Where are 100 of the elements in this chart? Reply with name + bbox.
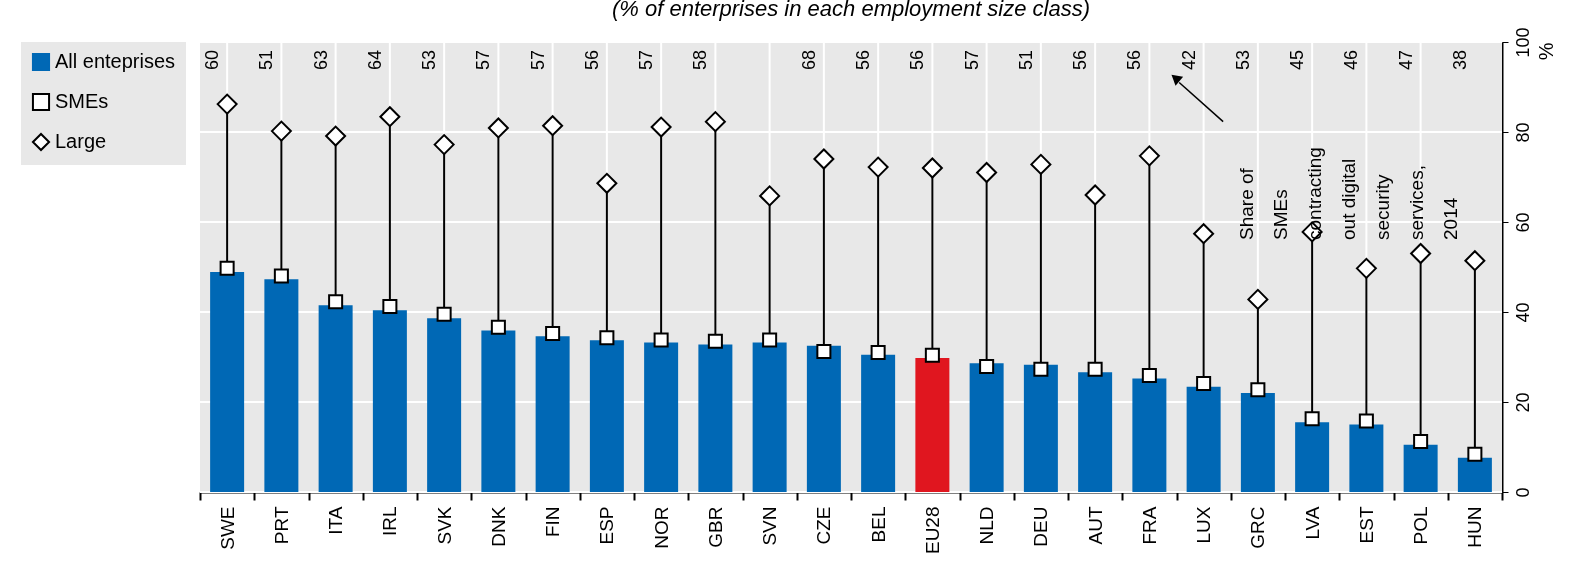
point: [1355, 257, 1377, 279]
point: [1196, 376, 1212, 392]
annotation: 64: [364, 49, 385, 70]
x-tick-label: HUN: [1464, 506, 1486, 548]
bar: [752, 342, 787, 492]
point: [270, 120, 292, 142]
point: [1087, 361, 1103, 377]
x-tick-label: DNK: [487, 506, 509, 547]
annotation: 63: [310, 49, 331, 70]
bar: [481, 330, 516, 492]
annotation: 38: [1449, 49, 1470, 70]
chart-title: (% of enterprises in each employment size class): [611, 0, 1091, 21]
point: [813, 148, 835, 170]
bar: [589, 340, 624, 492]
bar: [1186, 386, 1221, 492]
point: [490, 319, 506, 335]
point: [921, 157, 943, 179]
annotation: 57: [961, 49, 982, 70]
bar: [1349, 424, 1384, 492]
point: [1250, 382, 1266, 398]
annotation: 46: [1341, 49, 1362, 70]
bar: [1240, 393, 1275, 492]
x-tick-label: EST: [1355, 506, 1377, 544]
legend-label: Large: [55, 130, 107, 152]
point: [487, 117, 509, 139]
point: [870, 344, 886, 361]
point: [379, 106, 401, 128]
bar: [861, 354, 896, 492]
legend-label: All enteprises: [55, 50, 176, 72]
point: [650, 116, 672, 138]
bar: [318, 305, 353, 492]
x-tick-label: ESP: [596, 506, 618, 545]
point: [545, 326, 561, 342]
annotation: 57: [527, 49, 548, 70]
point: [1138, 145, 1160, 167]
point: [436, 306, 452, 322]
point: [1033, 361, 1049, 377]
x-tick-label: SVK: [433, 506, 455, 545]
bar: [1132, 378, 1167, 492]
point: [433, 134, 455, 156]
point: [596, 172, 618, 194]
bar: [806, 345, 841, 492]
y-axis-title: %: [1534, 42, 1557, 61]
point: [762, 332, 778, 348]
x-tick-label: ITA: [325, 506, 347, 535]
x-tick-label: CZE: [813, 506, 835, 545]
y-tick-label: 20: [1512, 392, 1533, 413]
y-tick-label: 40: [1512, 302, 1533, 323]
y-tick-label: 100: [1512, 27, 1533, 58]
point: [1247, 288, 1269, 310]
annotation: 56: [853, 49, 873, 70]
annotation: 58: [690, 49, 711, 70]
bar: [535, 336, 570, 492]
point: [924, 347, 940, 363]
x-tick-label: AUT: [1084, 506, 1106, 545]
bar: [698, 344, 733, 492]
point: [382, 299, 398, 315]
point: [979, 358, 995, 374]
point: [976, 162, 998, 183]
x-tick-label: FRA: [1138, 506, 1160, 545]
bar: [1295, 422, 1330, 492]
bar: [264, 279, 299, 492]
point: [542, 115, 564, 137]
annotation: 47: [1395, 49, 1416, 70]
x-tick-label: IRL: [379, 506, 401, 537]
x-tick-label: NLD: [976, 506, 998, 545]
bar: [1457, 457, 1492, 492]
annotation: 60: [202, 49, 222, 70]
point: [219, 260, 235, 276]
annotation: 45: [1287, 49, 1307, 70]
annotation: 53: [1232, 49, 1253, 70]
bar: [644, 342, 679, 492]
bar: [969, 363, 1004, 492]
x-tick-label: GRC: [1247, 506, 1269, 549]
x-tick-label: DEU: [1030, 506, 1052, 547]
point: [1030, 153, 1052, 175]
legend-label: SMEs: [55, 90, 109, 112]
point: [1193, 223, 1215, 245]
x-tick-label: FIN: [542, 506, 564, 538]
point: [1304, 411, 1320, 427]
bar: [427, 318, 462, 492]
point: [1464, 250, 1486, 272]
point: [328, 294, 344, 310]
x-tick-label: EU28: [921, 506, 943, 555]
bar: [372, 310, 407, 492]
point: [1358, 413, 1374, 429]
annotation: 68: [798, 49, 819, 70]
bar: [210, 271, 245, 492]
bar: [1078, 372, 1113, 492]
annotation: Share of SMEs contracting out digital security services, 2014: [1236, 147, 1462, 240]
annotation: 56: [1070, 49, 1090, 70]
point: [707, 333, 723, 349]
x-tick-label: NOR: [650, 506, 672, 549]
annotation: 56: [1124, 49, 1145, 70]
x-tick-label: PRT: [270, 506, 292, 545]
point: [216, 93, 238, 115]
x-tick-label: BEL: [867, 506, 889, 543]
point: [816, 344, 832, 360]
annotation: 56: [581, 49, 602, 70]
x-tick-label: SVN: [759, 506, 781, 546]
